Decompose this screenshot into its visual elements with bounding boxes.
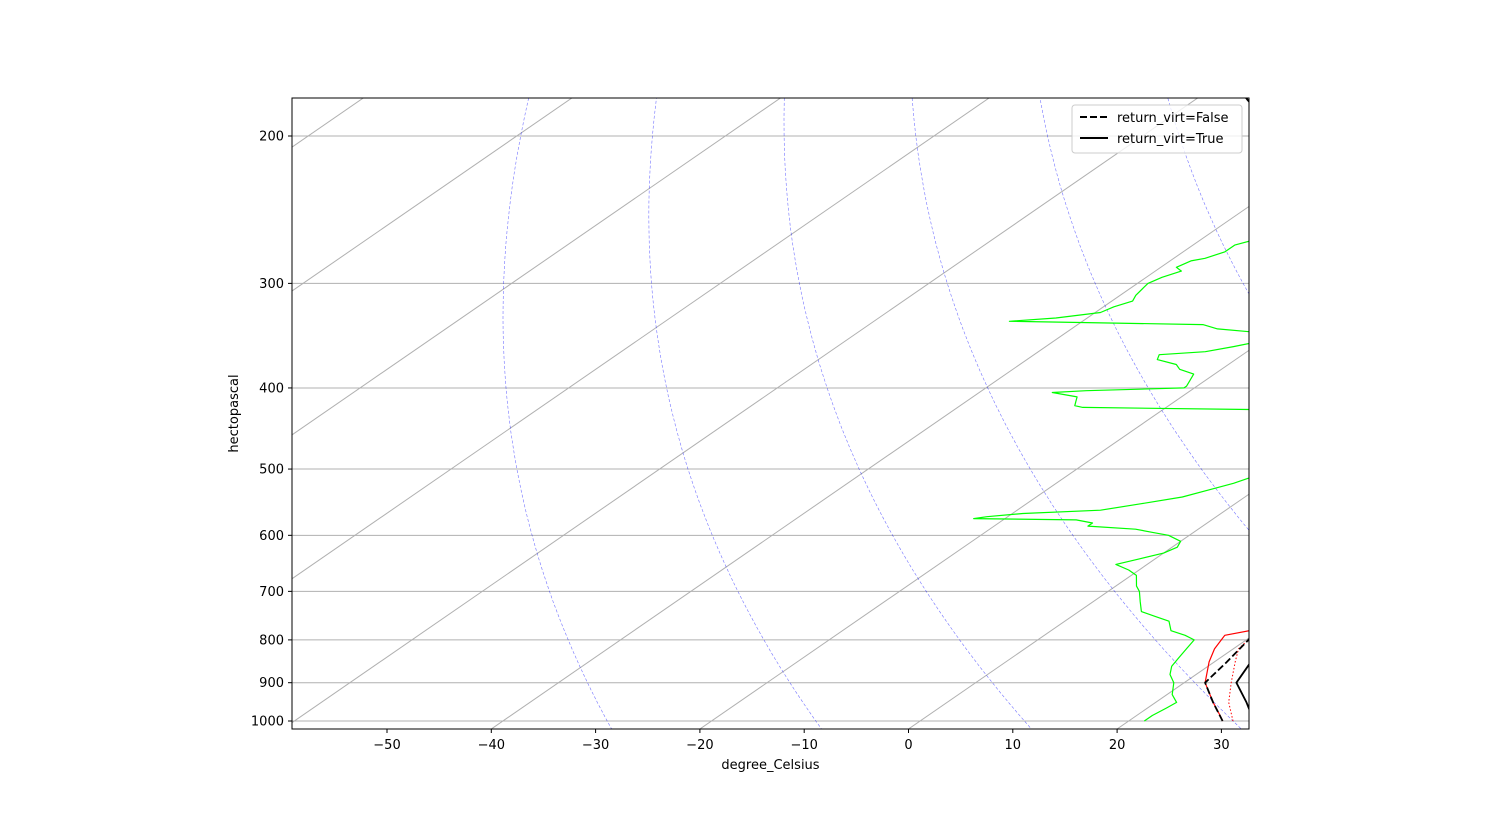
legend-label-return-virt-true: return_virt=True: [1117, 132, 1224, 147]
y-tick-label-400: 400: [259, 381, 284, 396]
legend: return_virt=False return_virt=True: [1071, 104, 1243, 154]
x-tick-label-0: 0: [904, 738, 912, 753]
y-tick-label-900: 900: [259, 676, 284, 691]
isotherm--100: [292, 98, 782, 436]
x-tick-label-20: 20: [1109, 738, 1126, 753]
x-axis-label: degree_Celsius: [721, 758, 819, 773]
dry-adiabat-30: [911, 98, 1242, 729]
isotherm--20: [699, 349, 1249, 729]
y-tick-label-300: 300: [259, 277, 284, 292]
y-tick-label-200: 200: [259, 130, 284, 145]
isotherm--120: [292, 98, 573, 292]
series-dewpoint: [973, 240, 1249, 722]
y-axis-label: hectopascal: [227, 374, 242, 452]
y-tick-label-700: 700: [259, 585, 284, 600]
dry-adiabat-50: [1039, 98, 1249, 531]
y-tick-label-1000: 1000: [251, 715, 284, 730]
grid-layer: [292, 98, 1249, 729]
legend-label-return-virt-false: return_virt=False: [1117, 111, 1229, 126]
data-layer: [973, 98, 1249, 722]
x-tick-label-30: 30: [1213, 738, 1230, 753]
y-tick-label-800: 800: [259, 633, 284, 648]
dry-adiabat-10: [783, 98, 1032, 729]
x-tick-label--20: −20: [686, 738, 713, 753]
x-tick-label--50: −50: [373, 738, 400, 753]
isotherm--80: [292, 98, 990, 580]
legend-box: [1071, 104, 1243, 154]
axis-layer: −50 −40 −30 −20 −10 0 10 20 30 200 300 400 500 600 700…: [251, 130, 1230, 754]
x-tick-label--30: −30: [582, 738, 609, 753]
series-return-virt-true: [1235, 98, 1249, 712]
isotherm--40: [490, 205, 1249, 729]
dry-adiabat-70: [1167, 98, 1249, 295]
x-tick-label--10: −10: [790, 738, 817, 753]
x-tick-label--40: −40: [478, 738, 505, 753]
dry-adiabat--30: [502, 98, 612, 729]
dry-adiabat--10: [648, 98, 822, 729]
plot-frame: [291, 97, 1250, 730]
isotherm-0: [907, 493, 1249, 729]
series-virtual-temperature: [1228, 638, 1249, 722]
x-tick-label-10: 10: [1005, 738, 1022, 753]
y-tick-label-600: 600: [259, 529, 284, 544]
y-tick-label-500: 500: [259, 463, 284, 478]
isotherm--60: [292, 98, 1199, 724]
